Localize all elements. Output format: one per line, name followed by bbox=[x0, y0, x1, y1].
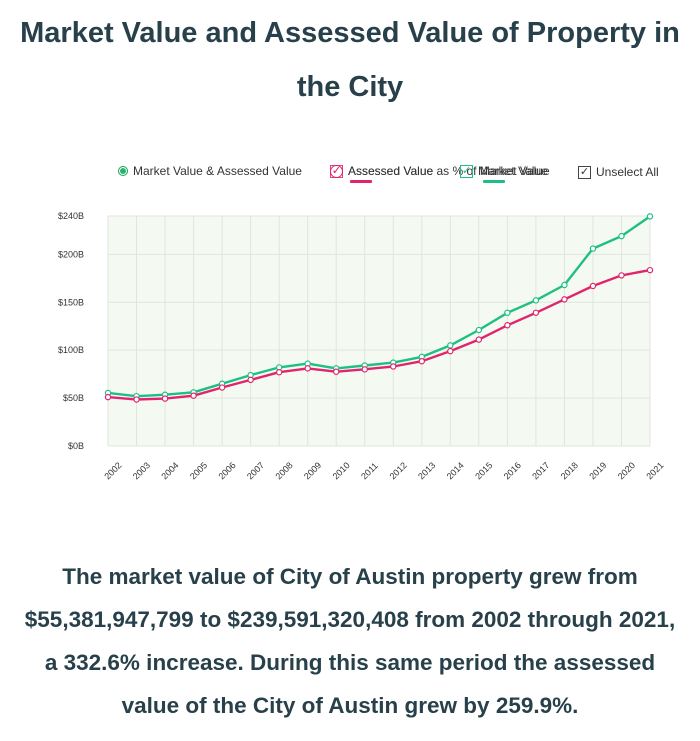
x-tick-label: 2005 bbox=[188, 460, 209, 481]
assessed-value-point bbox=[247, 376, 254, 384]
x-tick-label: 2013 bbox=[416, 460, 437, 481]
y-axis-ticks: $0B $50B $100B $150B $200B $240B bbox=[58, 211, 84, 451]
assessed-value-point bbox=[133, 396, 140, 403]
series-points bbox=[104, 213, 654, 403]
x-tick-label: 2003 bbox=[131, 460, 152, 481]
x-tick-label: 2020 bbox=[616, 460, 637, 481]
unselect-all-label: Unselect All bbox=[596, 165, 659, 179]
market-value-point bbox=[561, 281, 568, 289]
x-tick-label: 2006 bbox=[216, 460, 237, 481]
assessed-value-point bbox=[475, 336, 483, 343]
assessed-value-point bbox=[104, 393, 112, 401]
y-tick-label: $100B bbox=[58, 345, 84, 355]
assessed-value-point bbox=[218, 384, 226, 391]
assessed-value-point bbox=[589, 282, 597, 290]
line-chart: $0B $50B $100B $150B $200B $240B 2002 2003 2004… bbox=[58, 211, 666, 481]
assessed-value-line bbox=[107, 268, 651, 401]
x-tick-label: 2004 bbox=[159, 460, 180, 481]
assessed-value-label: Assessed Value bbox=[348, 164, 434, 178]
x-axis-ticks: 2002 2003 2004 2005 2006 2007 2008 2009 2010 2011… bbox=[102, 460, 665, 481]
summary-text: The market value of City of Austin prope… bbox=[24, 564, 676, 718]
assessed-value-point bbox=[504, 322, 511, 329]
y-tick-label: $240B bbox=[58, 211, 84, 221]
x-tick-label: 2012 bbox=[388, 460, 409, 481]
assessed-value-point bbox=[390, 363, 397, 370]
market-value-point bbox=[532, 297, 540, 304]
y-tick-label: $50B bbox=[63, 393, 84, 403]
y-tick-label: $0B bbox=[68, 441, 84, 451]
radio-selected-icon bbox=[118, 166, 128, 176]
assessed-value-point bbox=[418, 357, 425, 365]
x-tick-label: 2021 bbox=[644, 460, 665, 481]
x-tick-label: 2015 bbox=[473, 460, 494, 481]
x-tick-label: 2008 bbox=[274, 460, 295, 481]
x-tick-label: 2007 bbox=[245, 460, 266, 481]
checkbox-checked-icon: ✓ bbox=[460, 164, 473, 178]
x-tick-label: 2017 bbox=[530, 460, 551, 481]
chart-controls: Market Value & Assessed Value ✓ Assessed… bbox=[0, 158, 700, 188]
market-value-point bbox=[589, 245, 597, 252]
assessed-value-point bbox=[618, 272, 625, 279]
assessed-value-point bbox=[646, 266, 654, 274]
assessed-pct-label: Assessed Value as % of Market Value bbox=[348, 164, 550, 178]
market-legend-swatch bbox=[483, 180, 505, 183]
checkbox-checked-icon: ✓ bbox=[578, 165, 591, 179]
assessed-value-point bbox=[447, 347, 454, 355]
market-value-label: Market Value bbox=[478, 164, 548, 178]
x-tick-label: 2009 bbox=[302, 460, 323, 481]
market-assessed-radio[interactable]: Market Value & Assessed Value bbox=[118, 164, 302, 178]
x-tick-label: 2011 bbox=[359, 461, 380, 482]
assessed-value-point bbox=[304, 365, 311, 372]
y-tick-label: $150B bbox=[58, 297, 84, 307]
assessed-value-toggle[interactable]: ✓ Assessed Value bbox=[330, 164, 433, 178]
assessed-value-point bbox=[275, 369, 283, 376]
checkbox-checked-icon: ✓ bbox=[330, 164, 343, 178]
assessed-legend-swatch bbox=[350, 180, 372, 183]
x-tick-label: 2016 bbox=[502, 460, 523, 481]
x-tick-label: 2019 bbox=[587, 460, 608, 481]
x-tick-label: 2014 bbox=[445, 460, 466, 481]
market-value-point bbox=[475, 326, 483, 334]
assessed-value-point bbox=[333, 368, 340, 375]
x-tick-label: 2010 bbox=[331, 460, 352, 481]
assessed-value-point bbox=[161, 395, 169, 402]
assessed-value-point bbox=[361, 366, 368, 373]
series-lines bbox=[107, 215, 651, 401]
market-value-line bbox=[107, 215, 651, 398]
unselect-all-toggle[interactable]: ✓ Unselect All bbox=[578, 165, 659, 179]
market-value-point bbox=[618, 232, 625, 240]
market-assessed-label: Market Value & Assessed Value bbox=[133, 164, 302, 178]
page-title: Market Value and Assessed Value of Prope… bbox=[20, 17, 680, 103]
market-value-toggle[interactable]: ✓ Market Value bbox=[460, 164, 548, 178]
x-tick-label: 2018 bbox=[559, 460, 580, 481]
grid-layer bbox=[107, 215, 651, 447]
market-value-point bbox=[504, 309, 511, 316]
assessed-value-point bbox=[190, 392, 197, 399]
market-value-point bbox=[646, 213, 654, 220]
x-tick-label: 2002 bbox=[102, 460, 123, 481]
y-tick-label: $200B bbox=[58, 249, 84, 259]
market-value-point bbox=[447, 342, 454, 349]
assessed-value-point bbox=[532, 309, 540, 316]
plot-background bbox=[108, 216, 650, 446]
assessed-value-point bbox=[561, 296, 568, 303]
